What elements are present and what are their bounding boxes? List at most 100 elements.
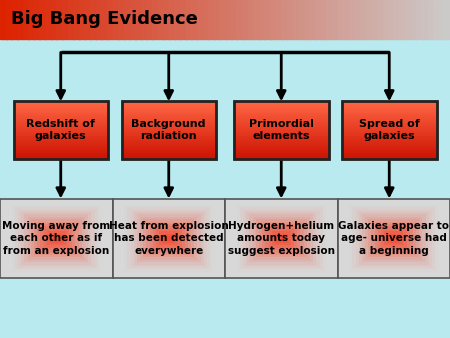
Bar	[234, 139, 328, 142]
Bar	[15, 207, 98, 269]
Bar	[124, 0, 130, 39]
Bar	[14, 111, 108, 113]
Bar	[270, 0, 276, 39]
Bar	[14, 132, 108, 134]
Bar	[122, 103, 216, 105]
Bar	[234, 155, 328, 157]
Bar	[391, 236, 397, 241]
Bar	[122, 115, 216, 117]
Bar	[124, 205, 213, 272]
Bar	[428, 0, 434, 39]
Bar	[40, 0, 46, 39]
Bar	[253, 0, 260, 39]
Bar	[122, 113, 216, 115]
Bar	[234, 111, 328, 113]
Bar	[342, 153, 436, 155]
Bar	[34, 222, 79, 255]
Bar	[445, 0, 450, 39]
Bar	[68, 0, 74, 39]
Bar	[234, 120, 328, 122]
Bar	[234, 103, 328, 105]
Bar	[342, 155, 436, 157]
Bar	[146, 222, 191, 255]
Bar	[14, 107, 108, 109]
Bar	[134, 212, 204, 265]
Bar	[24, 215, 88, 262]
Bar	[234, 147, 328, 149]
Bar	[14, 143, 108, 145]
Bar	[332, 0, 338, 39]
Bar	[387, 234, 400, 243]
Bar	[130, 210, 207, 267]
Bar	[14, 124, 108, 126]
Bar	[359, 212, 429, 265]
Bar	[342, 149, 436, 151]
Bar	[234, 130, 328, 132]
Text: Background
radiation: Background radiation	[131, 119, 206, 141]
Bar	[11, 0, 18, 39]
Bar	[349, 0, 356, 39]
Bar	[14, 130, 108, 132]
Bar	[278, 236, 284, 241]
Bar	[14, 147, 108, 149]
Bar	[243, 210, 320, 267]
Bar	[342, 145, 436, 147]
Bar	[122, 111, 216, 113]
Bar	[14, 101, 108, 103]
Bar	[405, 0, 411, 39]
Bar	[158, 0, 164, 39]
Bar	[234, 101, 328, 159]
Bar	[360, 0, 366, 39]
Bar	[342, 118, 436, 121]
Bar	[342, 156, 436, 159]
Bar	[342, 132, 436, 134]
Bar	[143, 219, 194, 257]
Bar	[14, 103, 108, 105]
Bar	[342, 126, 436, 128]
Bar	[14, 113, 108, 115]
Bar	[156, 229, 181, 248]
Bar	[37, 224, 76, 252]
Bar	[14, 134, 108, 136]
Bar	[320, 0, 327, 39]
Bar	[326, 0, 333, 39]
Bar	[163, 0, 170, 39]
Bar	[0, 0, 6, 39]
Bar	[349, 205, 438, 272]
Bar	[95, 0, 102, 39]
Bar	[122, 147, 216, 149]
Bar	[50, 0, 57, 39]
Bar	[338, 199, 450, 278]
Text: Galaxies appear to
age- universe had
a beginning: Galaxies appear to age- universe had a b…	[338, 221, 449, 256]
Bar	[162, 234, 175, 243]
Bar	[230, 0, 237, 39]
Bar	[159, 231, 178, 245]
Bar	[234, 149, 328, 151]
Bar	[225, 0, 231, 39]
Bar	[342, 136, 436, 138]
Bar	[101, 0, 108, 39]
Bar	[122, 109, 216, 111]
Bar	[28, 0, 35, 39]
Bar	[34, 0, 40, 39]
Bar	[342, 138, 436, 140]
Bar	[122, 143, 216, 145]
Bar	[122, 105, 216, 107]
Bar	[304, 0, 310, 39]
Bar	[292, 0, 299, 39]
Bar	[185, 0, 192, 39]
Bar	[298, 0, 305, 39]
Bar	[281, 0, 288, 39]
Bar	[342, 115, 436, 117]
Bar	[240, 207, 323, 269]
Bar	[140, 217, 198, 260]
Bar	[14, 122, 108, 124]
Bar	[234, 118, 328, 121]
Bar	[382, 0, 389, 39]
Bar	[234, 101, 328, 103]
Bar	[342, 103, 436, 105]
Bar	[0, 199, 112, 278]
Bar	[112, 0, 119, 39]
Bar	[234, 132, 328, 134]
Bar	[416, 0, 423, 39]
